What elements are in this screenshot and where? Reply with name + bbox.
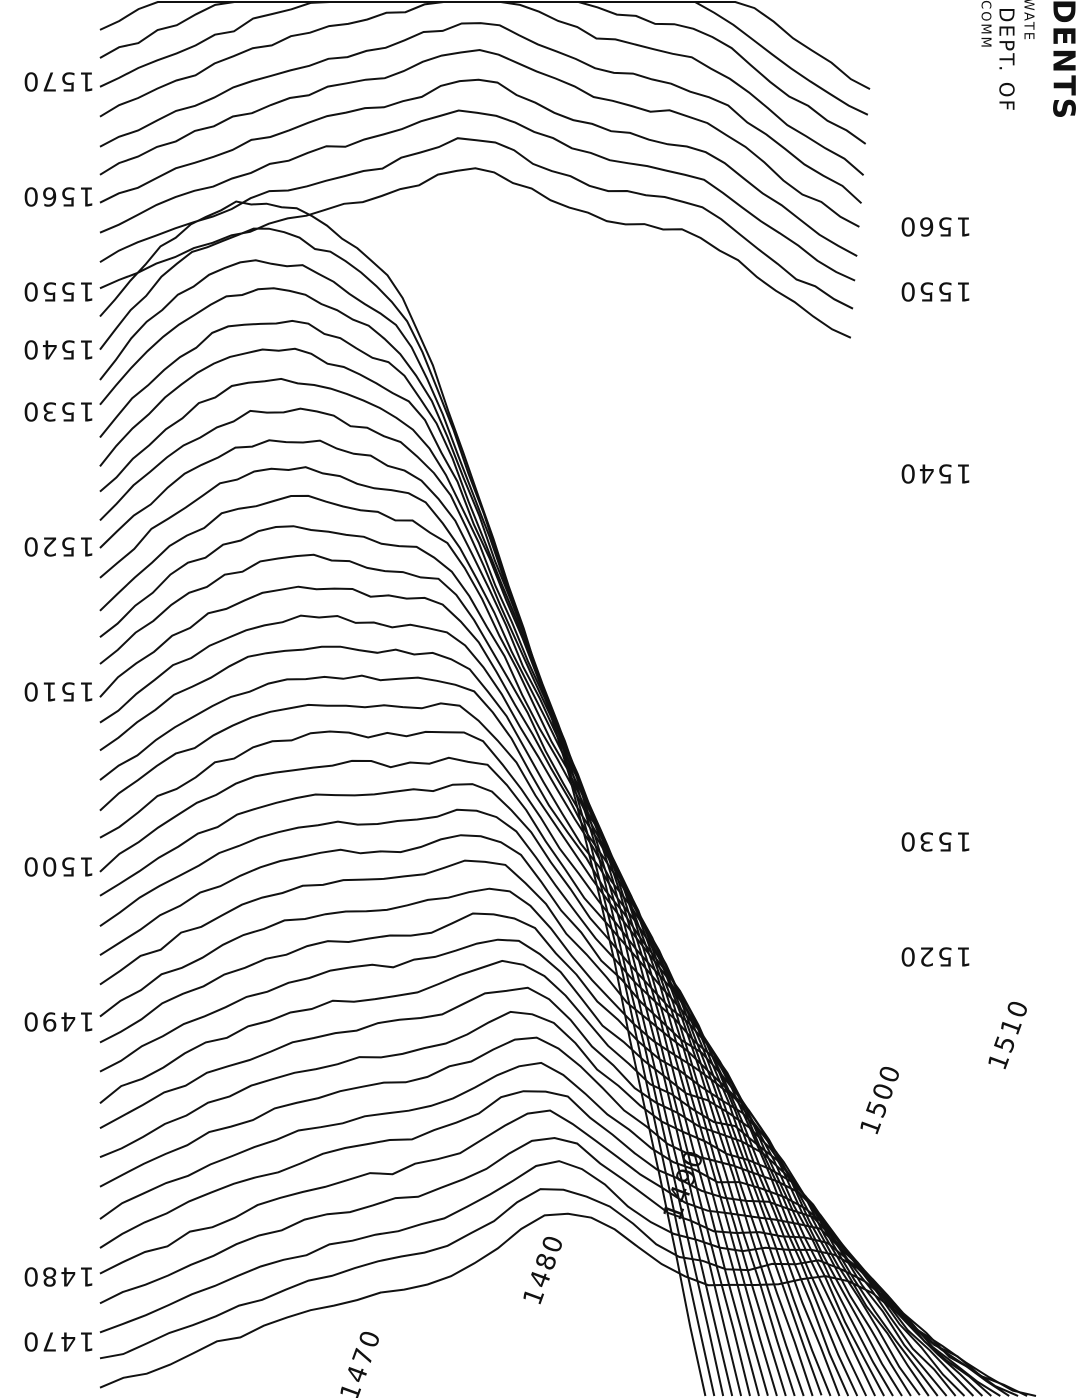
contour-line bbox=[99, 525, 805, 1397]
contour-label: 1510 bbox=[983, 995, 1037, 1075]
contour-label: 1550 bbox=[898, 276, 972, 306]
title-text: DEPT. OF bbox=[995, 7, 1019, 113]
contour-label: 1480 bbox=[21, 1261, 95, 1291]
contour-line bbox=[99, 614, 832, 1397]
contour-line bbox=[99, 48, 860, 228]
contour-line bbox=[99, 702, 859, 1397]
contour-line bbox=[99, 78, 858, 257]
contour-line bbox=[99, 756, 877, 1397]
contour-label: 1530 bbox=[21, 396, 95, 426]
contour-label: 1570 bbox=[21, 66, 95, 96]
contour-line bbox=[99, 347, 751, 1397]
contour-line bbox=[99, 585, 823, 1396]
contour-line bbox=[99, 1090, 992, 1397]
contour-line bbox=[99, 22, 863, 205]
contour-line bbox=[99, 808, 894, 1397]
contour-line bbox=[99, 1160, 1019, 1397]
contour-label: 1560 bbox=[21, 181, 95, 211]
contour-label: 1500 bbox=[855, 1060, 909, 1140]
contour-line bbox=[99, 200, 707, 1397]
contour-line bbox=[99, 730, 868, 1397]
contour-label: 1470 bbox=[335, 1325, 389, 1398]
contour-line bbox=[99, 259, 725, 1397]
contour-line bbox=[99, 287, 734, 1397]
contour-line bbox=[99, 377, 760, 1397]
contour-line bbox=[99, 834, 903, 1397]
contour-line bbox=[99, 0, 871, 90]
contour-label: 1540 bbox=[21, 334, 95, 364]
contour-line bbox=[99, 912, 930, 1397]
contour-line bbox=[99, 227, 716, 1397]
contour-label: 1470 bbox=[21, 1326, 95, 1356]
contour-label: 1480 bbox=[518, 1230, 572, 1310]
contour-line bbox=[99, 439, 778, 1397]
contour-line bbox=[99, 137, 854, 310]
contour-line bbox=[99, 494, 796, 1397]
contour-line bbox=[99, 674, 850, 1397]
contour-line bbox=[99, 553, 814, 1397]
contour-label: 1530 bbox=[898, 826, 972, 856]
contour-label: 1560 bbox=[898, 211, 972, 241]
contour-label: 1520 bbox=[21, 531, 95, 561]
title-block: COMM DEPT. OF WATE DENTS bbox=[978, 0, 1081, 121]
contour-label: 1540 bbox=[898, 458, 972, 488]
contour-line bbox=[99, 887, 921, 1396]
contour-label: 1510 bbox=[21, 676, 95, 706]
contour-label: 1550 bbox=[21, 276, 95, 306]
title-text: COMM bbox=[978, 0, 993, 50]
contour-line bbox=[99, 1188, 1028, 1397]
title-text: DENTS bbox=[1046, 0, 1081, 121]
contour-line bbox=[99, 1061, 984, 1397]
contour-line bbox=[99, 986, 957, 1397]
contour-line bbox=[99, 109, 856, 282]
contour-line bbox=[99, 959, 948, 1397]
contour-line bbox=[99, 407, 769, 1397]
contour-line bbox=[99, 167, 852, 339]
contour-label: 1490 bbox=[21, 1006, 95, 1036]
contour-line bbox=[99, 1212, 1037, 1397]
contour-line bbox=[99, 645, 841, 1397]
contour-label: 1500 bbox=[21, 851, 95, 881]
contour-line bbox=[99, 0, 865, 177]
contour-label: 1520 bbox=[898, 941, 972, 971]
contour-lines bbox=[99, 0, 1037, 1397]
title-text: WATE bbox=[1021, 0, 1036, 42]
contour-line bbox=[99, 1109, 1001, 1397]
contour-line bbox=[99, 319, 743, 1397]
contour-line bbox=[99, 1036, 975, 1397]
